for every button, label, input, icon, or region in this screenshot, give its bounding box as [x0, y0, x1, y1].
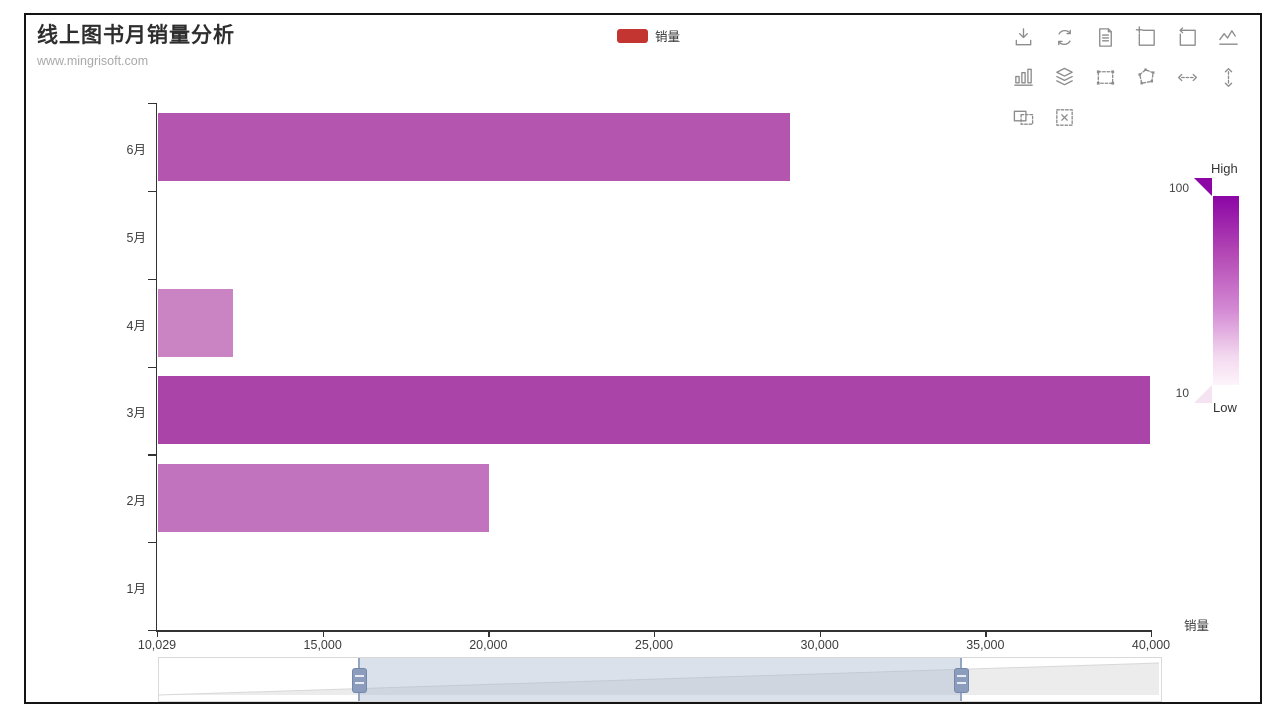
y-axis-label: 4月: [126, 318, 146, 333]
y-axis-tick: [148, 190, 156, 193]
restore-icon[interactable]: [1053, 26, 1076, 49]
y-axis-tick: [148, 278, 156, 280]
visualmap-min-value: 10: [1175, 386, 1189, 400]
x-axis-tick: [654, 630, 656, 637]
y-axis-label: 3月: [126, 406, 146, 421]
x-axis-name: 销量: [1184, 619, 1210, 633]
x-axis-tick-label: 10,029: [137, 638, 177, 652]
x-axis-tick: [985, 630, 987, 637]
x-axis-tick: [157, 630, 159, 637]
magic-stack-icon[interactable]: [1053, 66, 1076, 89]
x-axis-line: [155, 630, 1152, 632]
y-axis-tick: [148, 454, 156, 456]
brush-line-y-icon[interactable]: [1217, 66, 1240, 89]
brush-rect-icon[interactable]: [1094, 66, 1117, 89]
bar-2月[interactable]: [158, 464, 489, 533]
y-axis-tick: [148, 630, 156, 632]
y-axis-tick: [148, 103, 156, 105]
visualmap-high-label: High: [1211, 161, 1238, 176]
visualmap-low-label: Low: [1213, 400, 1237, 415]
toolbox: [1012, 26, 1240, 129]
legend-item-sales[interactable]: 销量: [617, 26, 680, 45]
x-axis-tick: [1151, 630, 1153, 637]
brush-line-x-icon[interactable]: [1176, 66, 1199, 89]
bar-4月[interactable]: [158, 288, 234, 357]
visualmap-max-value: 100: [1168, 181, 1189, 195]
visualmap-upper-handle-icon[interactable]: [1193, 177, 1213, 197]
bar-3月[interactable]: [158, 376, 1151, 445]
visualmap-gradient-bar[interactable]: [1213, 196, 1239, 385]
brush-clear-icon[interactable]: [1053, 106, 1076, 129]
magic-bar-icon[interactable]: [1012, 66, 1035, 89]
datazoom-selected-window[interactable]: [359, 658, 961, 701]
x-axis-tick: [322, 630, 324, 637]
bar-6月[interactable]: [158, 112, 791, 181]
x-axis-tick: [819, 630, 821, 637]
data-view-icon[interactable]: [1094, 26, 1117, 49]
x-axis-tick-label: 40,000: [1131, 638, 1171, 652]
y-axis-line: [155, 103, 157, 630]
datazoom-data-shadow: [159, 662, 1159, 696]
datazoom-right-handle[interactable]: [953, 668, 969, 693]
chart-title: 线上图书月销量分析: [37, 24, 235, 47]
datazoom-slider-track[interactable]: [158, 657, 1162, 702]
y-axis-tick: [148, 542, 156, 544]
x-axis-tick-label: 15,000: [303, 638, 342, 652]
y-axis-label: 5月: [126, 230, 146, 245]
save-image-icon[interactable]: [1012, 26, 1035, 49]
x-axis-tick-label: 35,000: [966, 638, 1005, 652]
x-axis-tick-label: 25,000: [634, 638, 674, 652]
datazoom-left-handle[interactable]: [352, 668, 368, 693]
y-axis-label: 2月: [126, 494, 146, 509]
y-axis-label: 6月: [126, 142, 146, 157]
zoom-back-icon[interactable]: [1176, 26, 1199, 49]
legend-swatch: [617, 28, 648, 43]
magic-line-icon[interactable]: [1217, 26, 1240, 49]
zoom-in-icon[interactable]: [1135, 26, 1158, 49]
legend-label: 销量: [655, 30, 681, 44]
chart-subtitle: www.mingrisoft.com: [37, 54, 149, 68]
visualmap-lower-handle-icon[interactable]: [1193, 384, 1213, 404]
brush-polygon-icon[interactable]: [1135, 66, 1158, 89]
brush-keep-icon[interactable]: [1012, 106, 1035, 129]
y-axis-label: 1月: [126, 582, 146, 597]
x-axis-tick: [488, 630, 490, 637]
x-axis-tick-label: 20,000: [469, 638, 508, 652]
x-axis-tick-label: 30,000: [800, 638, 839, 652]
y-axis-tick: [148, 366, 156, 368]
